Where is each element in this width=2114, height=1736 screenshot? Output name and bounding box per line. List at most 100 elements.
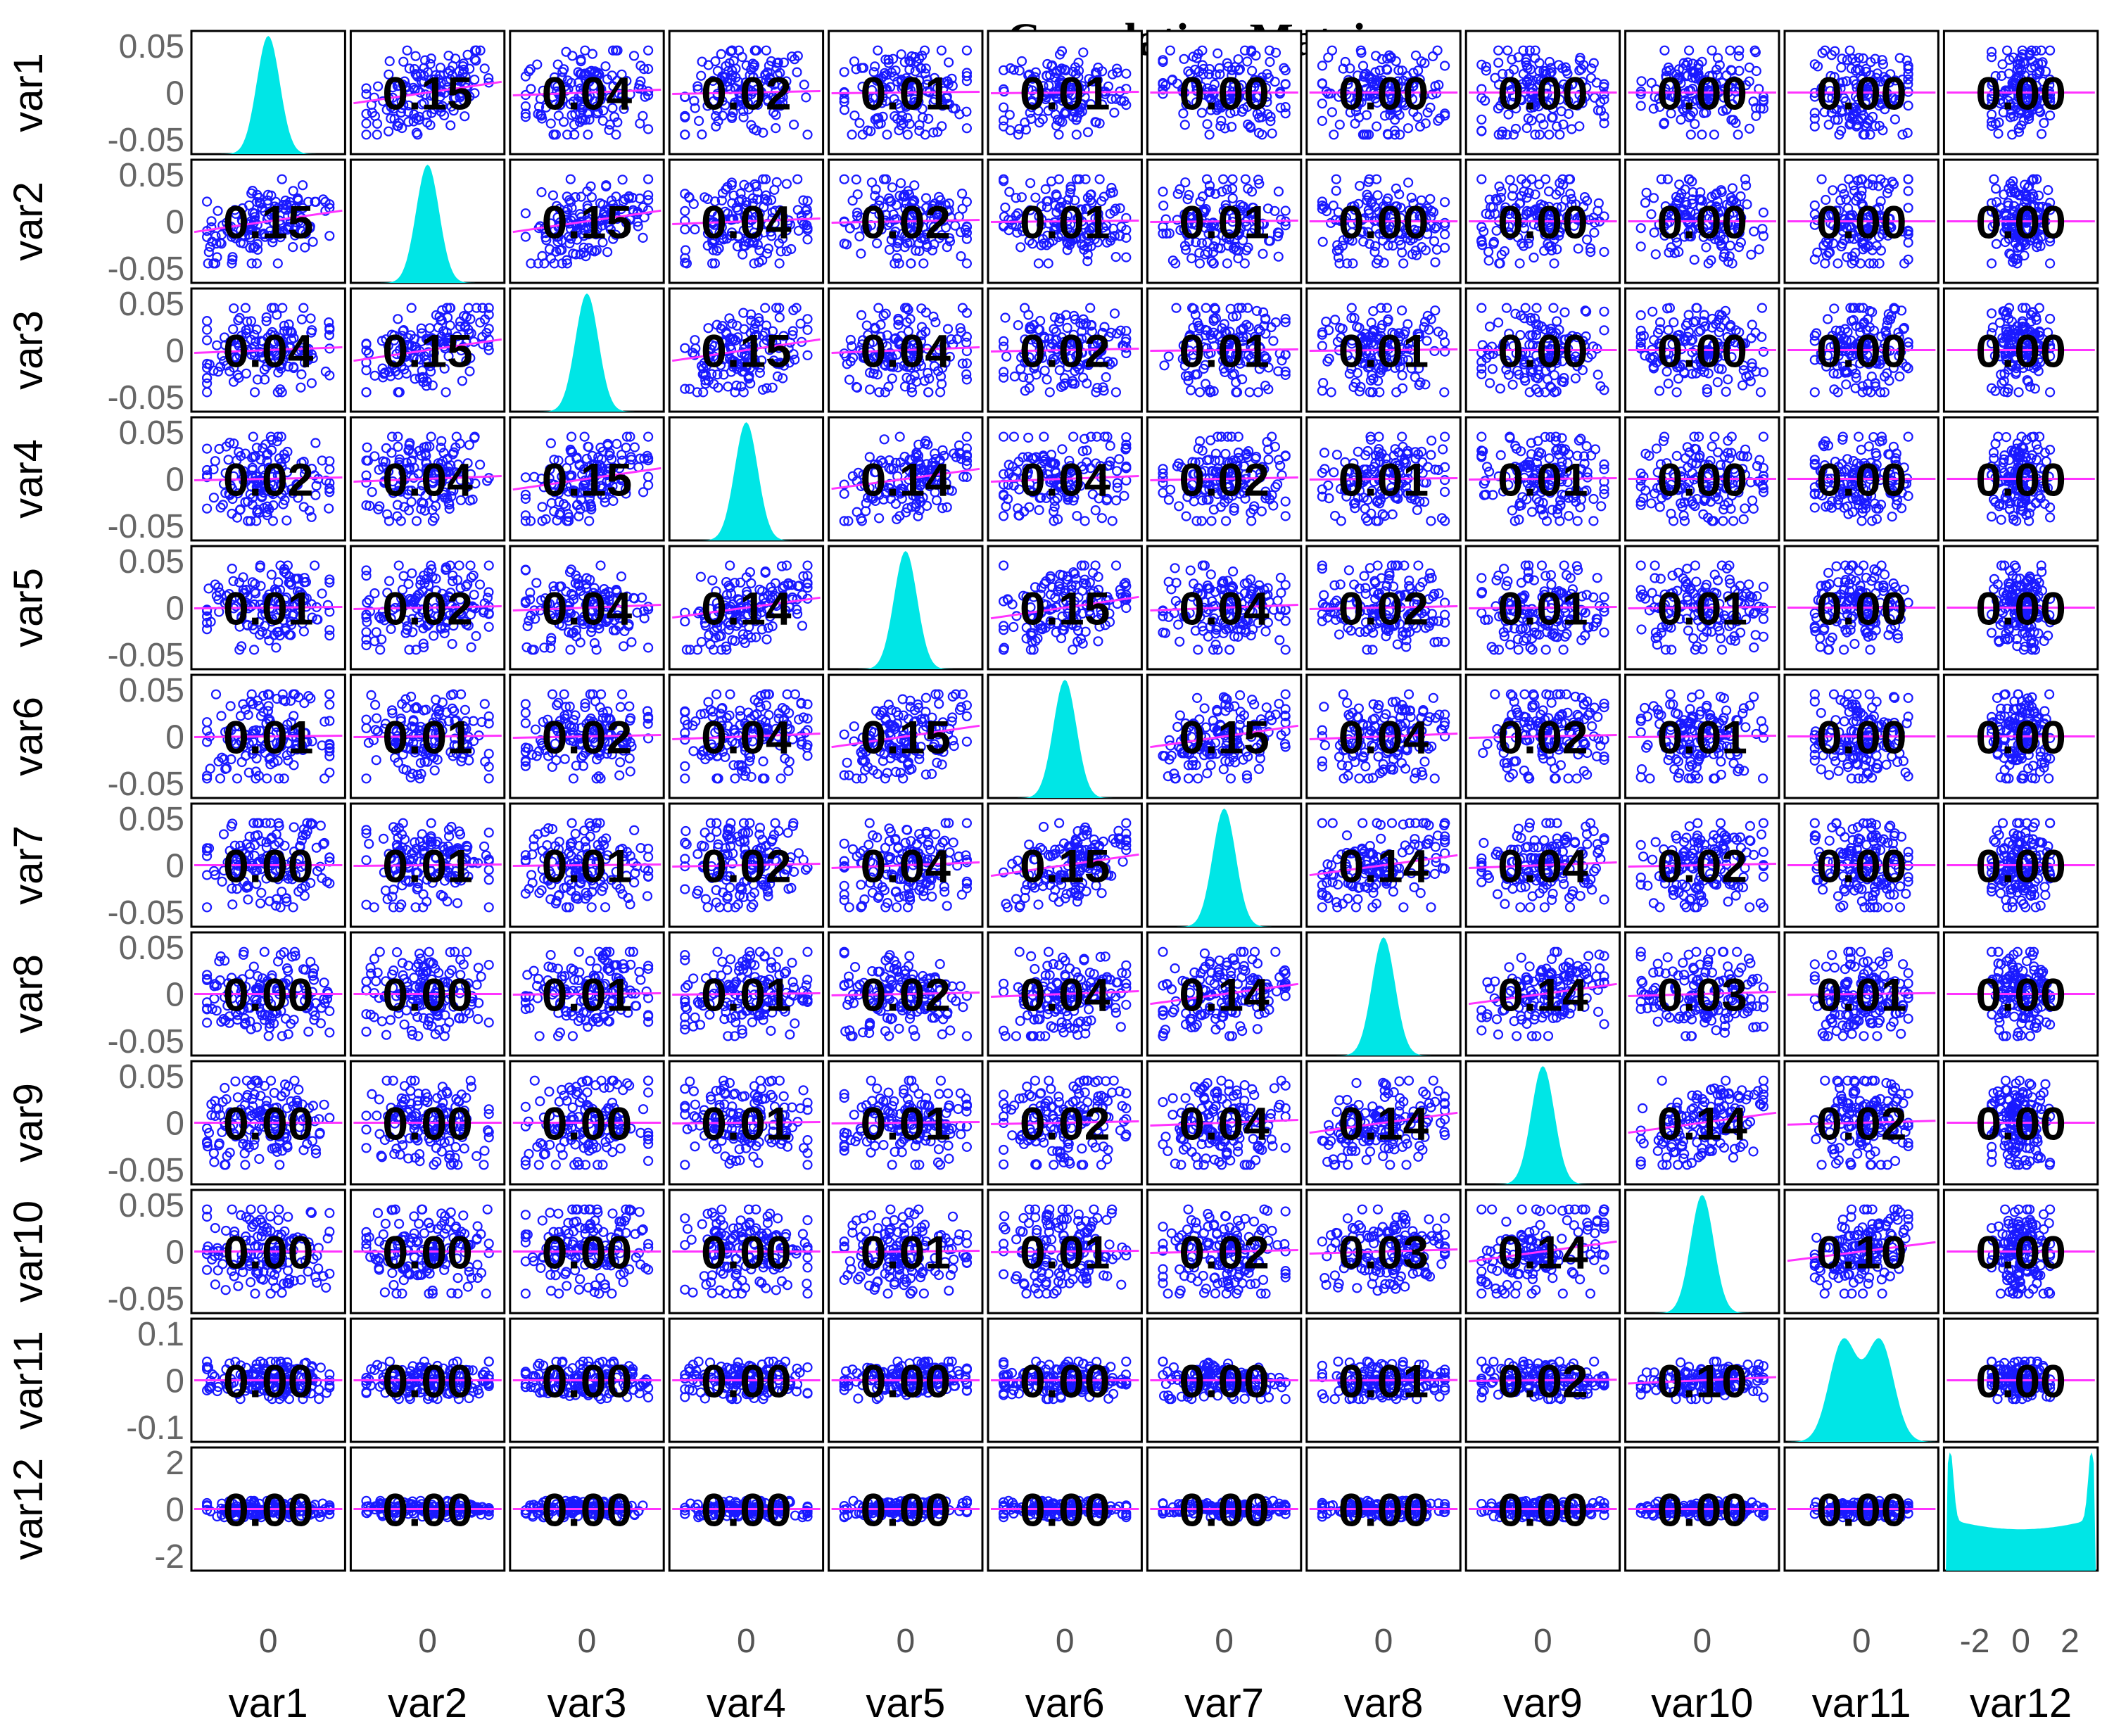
panel-var5-var2: 0.02 — [350, 546, 504, 669]
panel-var2-var7: 0.01 — [1147, 160, 1300, 283]
panel-var6-var2: 0.01 — [350, 675, 504, 798]
x-axis-label-var10: var10 — [1651, 1680, 1753, 1726]
panel-var10-var11: 0.10 — [1785, 1190, 1938, 1313]
correlation-label: 0.15 — [542, 454, 632, 506]
y-tick-label: 0.05 — [119, 157, 184, 194]
panel-var9-var6: 0.02 — [988, 1061, 1141, 1184]
y-tick-label: 0 — [165, 719, 184, 756]
correlation-label: 0.01 — [382, 840, 472, 892]
panel-var9-var10: 0.14 — [1626, 1061, 1779, 1184]
correlation-label: 0.02 — [1816, 1098, 1906, 1150]
correlation-label: 0.00 — [223, 969, 313, 1021]
panel-var1-var3: 0.04 — [510, 31, 664, 154]
correlation-label: 0.00 — [1498, 325, 1588, 377]
panel-var7-var9: 0.04 — [1466, 804, 1619, 927]
correlation-label: 0.00 — [861, 1484, 951, 1536]
correlation-label: 0.01 — [542, 969, 632, 1021]
correlation-label: 0.00 — [1975, 583, 2065, 635]
y-axis-label-var7: var7 — [6, 825, 51, 905]
correlation-label: 0.14 — [1338, 1098, 1429, 1150]
correlation-label: 0.01 — [1657, 583, 1747, 635]
correlation-label: 0.01 — [1020, 196, 1110, 248]
correlation-label: 0.00 — [223, 1098, 313, 1150]
y-tick-label: -2 — [154, 1538, 184, 1576]
panel-var9-var9 — [1466, 1061, 1619, 1184]
y-tick-label: 0 — [165, 204, 184, 241]
y-axis-label-var8: var8 — [6, 954, 51, 1034]
correlation-label: 0.04 — [1179, 1098, 1270, 1150]
correlation-label: 0.01 — [861, 1227, 951, 1279]
panel-var6-var5: 0.15 — [829, 675, 982, 798]
y-tick-label: 0.05 — [119, 672, 184, 709]
x-tick-label: 0 — [1692, 1623, 1711, 1660]
x-axis-label-var7: var7 — [1184, 1680, 1264, 1726]
correlation-label: 0.00 — [542, 1484, 632, 1536]
panel-var5-var1: 0.01 — [191, 546, 345, 669]
panel-var6-var1: 0.01 — [191, 675, 345, 798]
panel-var6-var12: 0.00 — [1944, 675, 2097, 798]
panel-var10-var2: 0.00 — [350, 1190, 504, 1313]
correlation-label: 0.02 — [223, 454, 313, 506]
correlation-label: 0.00 — [542, 1355, 632, 1407]
correlation-label: 0.00 — [1179, 1484, 1269, 1536]
correlation-label: 0.02 — [1179, 454, 1269, 506]
correlation-label: 0.01 — [1179, 196, 1269, 248]
x-axis-label-var8: var8 — [1344, 1680, 1424, 1726]
correlation-label: 0.04 — [1179, 583, 1270, 635]
correlation-label: 0.04 — [701, 711, 792, 764]
y-tick-label: 0.05 — [119, 1058, 184, 1096]
panel-var8-var10: 0.03 — [1626, 932, 1779, 1056]
x-tick-label: 0 — [896, 1623, 915, 1660]
panel-var9-var5: 0.01 — [829, 1061, 982, 1184]
correlation-label: 0.00 — [1816, 583, 1906, 635]
y-tick-label: 0.05 — [119, 286, 184, 323]
y-tick-label: 0 — [165, 1105, 184, 1143]
correlation-label: 0.02 — [542, 711, 632, 764]
correlation-label: 0.14 — [1498, 969, 1588, 1021]
correlation-label: 0.10 — [1657, 1355, 1747, 1407]
panel-var2-var9: 0.00 — [1466, 160, 1619, 283]
panel-var8-var4: 0.01 — [669, 932, 823, 1056]
x-tick-label: 0 — [2011, 1623, 2030, 1660]
correlation-label: 0.14 — [1338, 840, 1429, 892]
panel-var6-var10: 0.01 — [1626, 675, 1779, 798]
panel-var3-var6: 0.02 — [988, 289, 1141, 412]
panel-var7-var3: 0.01 — [510, 804, 664, 927]
correlation-label: 0.00 — [223, 1355, 313, 1407]
correlation-label: 0.00 — [223, 840, 313, 892]
correlation-label: 0.04 — [223, 325, 314, 377]
y-tick-label: 0 — [165, 1234, 184, 1272]
panel-var6-var7: 0.15 — [1147, 675, 1300, 798]
panel-var8-var2: 0.00 — [350, 932, 504, 1056]
correlation-label: 0.00 — [1816, 196, 1906, 248]
correlation-label: 0.04 — [382, 454, 473, 506]
panel-var4-var5: 0.14 — [829, 417, 982, 540]
correlation-label: 0.02 — [1179, 1227, 1269, 1279]
panel-var3-var12: 0.00 — [1944, 289, 2097, 412]
panel-var10-var4: 0.00 — [669, 1190, 823, 1313]
correlation-label: 0.04 — [701, 196, 792, 248]
panel-var12-var7: 0.00 — [1147, 1447, 1300, 1571]
panel-var3-var1: 0.04 — [191, 289, 345, 412]
correlation-label: 0.00 — [861, 1355, 951, 1407]
correlation-label: 0.15 — [382, 68, 472, 120]
x-axis-label-var3: var3 — [548, 1680, 627, 1726]
y-tick-label: 0.05 — [119, 28, 184, 65]
y-axis-label-var5: var5 — [6, 568, 51, 647]
y-tick-label: -0.05 — [108, 1152, 184, 1189]
panel-var10-var10 — [1626, 1190, 1779, 1313]
correlation-label: 0.04 — [861, 840, 951, 892]
x-tick-label: 2 — [2061, 1623, 2080, 1660]
panel-var10-var5: 0.01 — [829, 1190, 982, 1313]
panel-var10-var7: 0.02 — [1147, 1190, 1300, 1313]
panel-var10-var6: 0.01 — [988, 1190, 1141, 1313]
x-tick-label: 0 — [1533, 1623, 1552, 1660]
panel-var1-var4: 0.02 — [669, 31, 823, 154]
correlation-label: 0.00 — [1020, 1355, 1110, 1407]
y-tick-label: -0.05 — [108, 1281, 184, 1318]
correlation-label: 0.15 — [701, 325, 791, 377]
correlation-label: 0.15 — [382, 325, 472, 377]
y-axis-label-var10: var10 — [6, 1200, 51, 1303]
panel-var11-var12: 0.00 — [1944, 1319, 2097, 1442]
correlation-label: 0.00 — [1816, 454, 1906, 506]
